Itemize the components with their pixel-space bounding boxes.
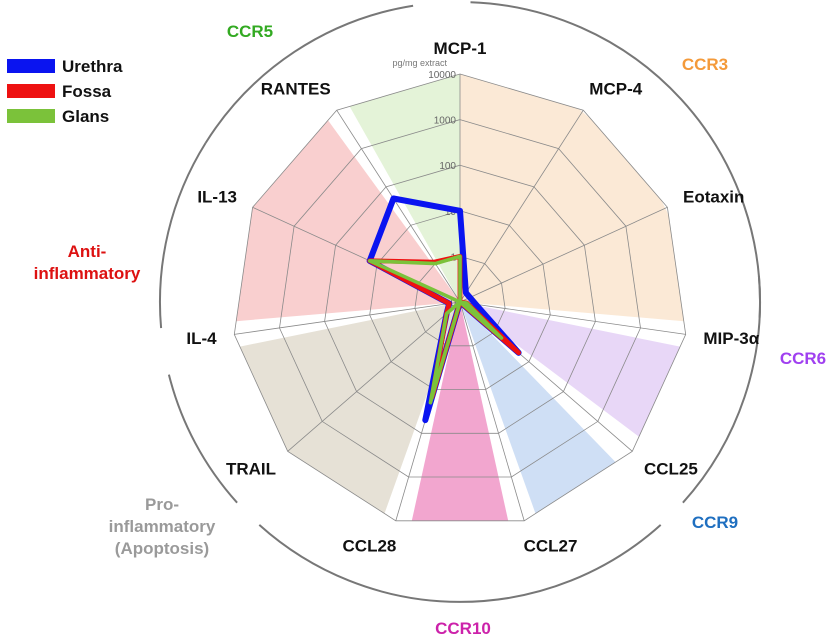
arc-ccr3: [470, 1, 762, 318]
axis-label-mcp-1: MCP-1: [434, 39, 487, 58]
legend-swatch-glans: [7, 109, 55, 123]
sector-5: [239, 302, 460, 514]
grid-spoke-7: [287, 301, 461, 452]
group-label-0: CCR5: [227, 22, 273, 41]
axis-label-eotaxin: Eotaxin: [683, 188, 744, 207]
axis-label-rantes: RANTES: [261, 79, 331, 98]
group-arcs: [158, 1, 762, 603]
axis-label-ccl27: CCL27: [524, 537, 578, 556]
group-label-6: Anti-inflammatory: [34, 242, 141, 283]
axis-label-mip-3-: MIP-3α: [703, 329, 759, 348]
axis-label-mcp-4: MCP-4: [589, 79, 642, 98]
axis-label-ccl28: CCL28: [343, 537, 397, 556]
legend: Urethra Fossa Glans: [7, 57, 123, 126]
axis-labels: MCP-1 MCP-4 Eotaxin MIP-3α CCL25 CCL27 CCL28 TR…: [186, 39, 759, 556]
grid-spoke-8: [234, 301, 461, 335]
grid-ring-3: [324, 164, 596, 434]
grid-ring-2: [369, 210, 551, 390]
unit-label: pg/mg extract: [392, 58, 447, 68]
arc-ccr6-9: [682, 275, 762, 504]
axis-label-il-13: IL-13: [197, 188, 237, 207]
legend-label-fossa: Fossa: [62, 82, 112, 101]
grid-ring-5: [233, 73, 687, 522]
group-label-1: CCR3: [682, 55, 728, 74]
axis-label-ccl25: CCL25: [644, 459, 698, 478]
arc-ccr10: [258, 524, 662, 603]
sector-4: [411, 302, 509, 521]
group-label-2: CCR6: [780, 349, 826, 368]
grid-spoke-2: [459, 206, 668, 303]
ring-tick-5: 10000: [428, 70, 456, 81]
group-label-4: CCR10: [435, 619, 491, 638]
group-labels: CCR5 CCR3 CCR6 CCR9 CCR10 Pro-inflammatory (Ap…: [34, 22, 827, 638]
sector-1: [460, 74, 684, 322]
grid-ring-1: [414, 255, 506, 347]
ring-tick-3: 100: [439, 161, 456, 172]
grid-spoke-3: [459, 301, 686, 335]
axis-label-il-4: IL-4: [186, 329, 217, 348]
ring-tick-2: 10: [445, 207, 457, 218]
grid-spoke-5: [459, 301, 525, 521]
legend-swatch-fossa: [7, 84, 55, 98]
legend-swatch-urethra: [7, 59, 55, 73]
radar-grid: [233, 73, 687, 522]
grid-ring-4: [279, 119, 641, 478]
arc-ccr5: [204, 4, 414, 144]
axis-label-trail: TRAIL: [226, 459, 276, 478]
ring-tick-4: 1000: [434, 116, 457, 127]
group-label-5: Pro-inflammatory (Apoptosis): [109, 495, 216, 558]
grid-spoke-10: [336, 109, 461, 303]
sector-0: [349, 74, 460, 302]
series-glans: [367, 254, 504, 405]
arc-pro: [167, 374, 238, 504]
grid-spoke-1: [459, 109, 584, 303]
data-series: [366, 195, 522, 424]
legend-label-glans: Glans: [62, 107, 109, 126]
legend-label-urethra: Urethra: [62, 57, 123, 76]
sector-2: [460, 302, 681, 437]
arc-anti: [158, 142, 207, 329]
ring-tick-0: 0: [450, 298, 456, 309]
group-label-3: CCR9: [692, 513, 738, 532]
sector-6: [236, 120, 460, 322]
